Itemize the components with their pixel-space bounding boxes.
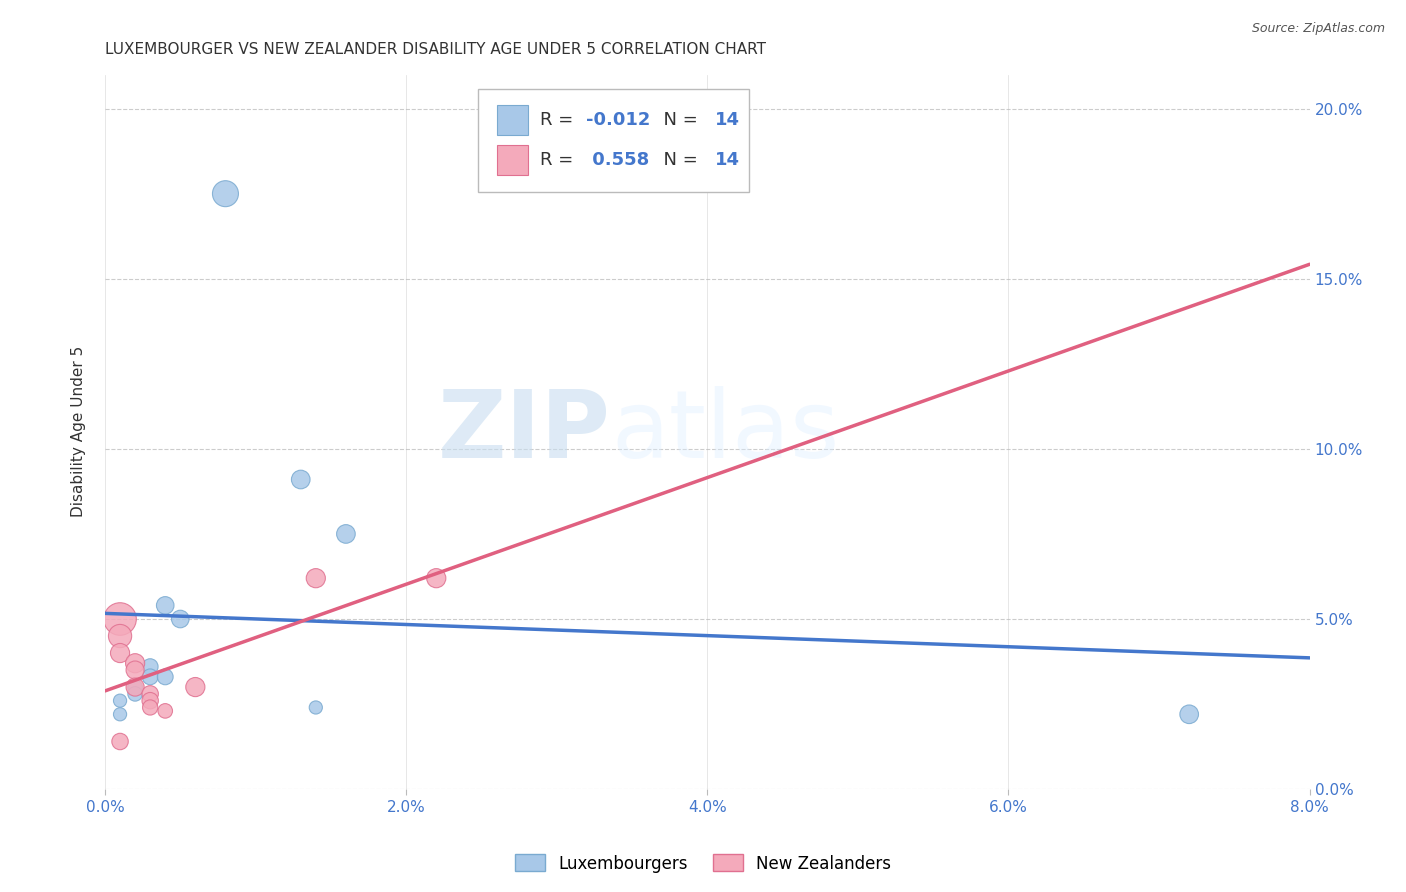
Point: [335, 527, 357, 541]
Point: [214, 186, 236, 201]
Text: atlas: atlas: [612, 386, 839, 478]
Text: R =: R =: [540, 111, 579, 128]
Text: ZIP: ZIP: [439, 386, 612, 478]
Point: [139, 700, 162, 714]
Point: [124, 687, 146, 701]
Point: [139, 670, 162, 684]
Text: 14: 14: [714, 152, 740, 169]
Point: [1178, 707, 1201, 722]
Point: [124, 680, 146, 694]
Point: [124, 657, 146, 671]
Point: [155, 599, 177, 613]
Point: [108, 694, 131, 708]
Text: 0.558: 0.558: [586, 152, 650, 169]
Point: [155, 670, 177, 684]
Text: N =: N =: [652, 111, 703, 128]
Point: [108, 734, 131, 748]
Text: R =: R =: [540, 152, 579, 169]
FancyBboxPatch shape: [496, 104, 527, 135]
Point: [425, 571, 447, 585]
Point: [108, 629, 131, 643]
Text: -0.012: -0.012: [586, 111, 650, 128]
Point: [169, 612, 191, 626]
Point: [108, 646, 131, 660]
Point: [124, 680, 146, 694]
Text: 14: 14: [714, 111, 740, 128]
Legend: Luxembourgers, New Zealanders: Luxembourgers, New Zealanders: [508, 847, 898, 880]
Point: [305, 700, 328, 714]
FancyBboxPatch shape: [496, 145, 527, 176]
FancyBboxPatch shape: [478, 89, 749, 193]
Point: [108, 707, 131, 722]
Text: Source: ZipAtlas.com: Source: ZipAtlas.com: [1251, 22, 1385, 36]
Point: [290, 473, 312, 487]
Point: [155, 704, 177, 718]
Text: N =: N =: [652, 152, 703, 169]
Point: [139, 694, 162, 708]
Point: [184, 680, 207, 694]
Point: [139, 687, 162, 701]
Point: [139, 659, 162, 673]
Point: [124, 663, 146, 677]
Y-axis label: Disability Age Under 5: Disability Age Under 5: [72, 346, 86, 517]
Text: LUXEMBOURGER VS NEW ZEALANDER DISABILITY AGE UNDER 5 CORRELATION CHART: LUXEMBOURGER VS NEW ZEALANDER DISABILITY…: [105, 42, 766, 57]
Point: [108, 612, 131, 626]
Point: [305, 571, 328, 585]
